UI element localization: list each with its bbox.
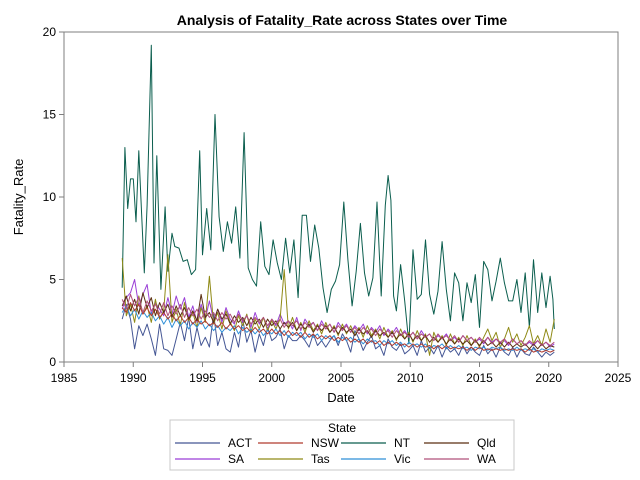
x-tick-label: 1985: [51, 371, 78, 385]
series-line-nt: [121, 44, 555, 345]
series-line-vic: [121, 305, 555, 353]
legend: State ACT NSW NT Qld SA Tas Vic WA: [169, 419, 515, 471]
series-line-nsw: [121, 302, 555, 353]
legend-item-vic: Vic: [341, 452, 410, 466]
legend-item-qld: Qld: [424, 436, 496, 450]
legend-label: NT: [394, 436, 411, 450]
legend-label: SA: [228, 452, 244, 466]
y-tick-label: 0: [49, 355, 56, 369]
legend-label: Tas: [311, 452, 330, 466]
x-tick-label: 1995: [189, 371, 216, 385]
y-tick-label: 20: [43, 25, 57, 39]
series-layer: [121, 44, 555, 358]
x-tick-label: 2010: [397, 371, 424, 385]
legend-item-sa: SA: [175, 452, 244, 466]
legend-item-act: ACT: [175, 436, 253, 450]
legend-item-nsw: NSW: [258, 436, 340, 450]
series-line-wa: [121, 293, 555, 346]
legend-item-tas: Tas: [258, 452, 330, 466]
legend-label: Qld: [477, 436, 496, 450]
x-tick-label: 2005: [328, 371, 355, 385]
x-axis: 1985 1990 1995 2000 2005 2010 2015 2020 2025: [51, 362, 632, 385]
legend-item-wa: WA: [424, 452, 496, 466]
x-tick-label: 1990: [120, 371, 147, 385]
x-tick-label: 2000: [258, 371, 285, 385]
legend-label: Vic: [394, 452, 410, 466]
x-tick-label: 2020: [535, 371, 562, 385]
legend-label: ACT: [228, 436, 253, 450]
legend-title: State: [328, 421, 356, 435]
x-axis-label: Date: [327, 390, 354, 405]
y-tick-label: 15: [43, 108, 57, 122]
chart-title: Analysis of Fatality_Rate across States …: [177, 12, 508, 28]
legend-frame: [169, 419, 515, 471]
legend-items: ACT NSW NT Qld SA Tas Vic WA: [175, 436, 496, 466]
x-tick-label: 2025: [605, 371, 632, 385]
legend-label: WA: [477, 452, 496, 466]
y-axis-label: Fatality_Rate: [11, 159, 26, 236]
y-axis: 0 5 10 15 20: [43, 25, 64, 369]
legend-label: NSW: [311, 436, 340, 450]
y-tick-label: 10: [43, 190, 57, 204]
x-tick-label: 2015: [466, 371, 493, 385]
legend-item-nt: NT: [341, 436, 411, 450]
y-tick-label: 5: [49, 273, 56, 287]
